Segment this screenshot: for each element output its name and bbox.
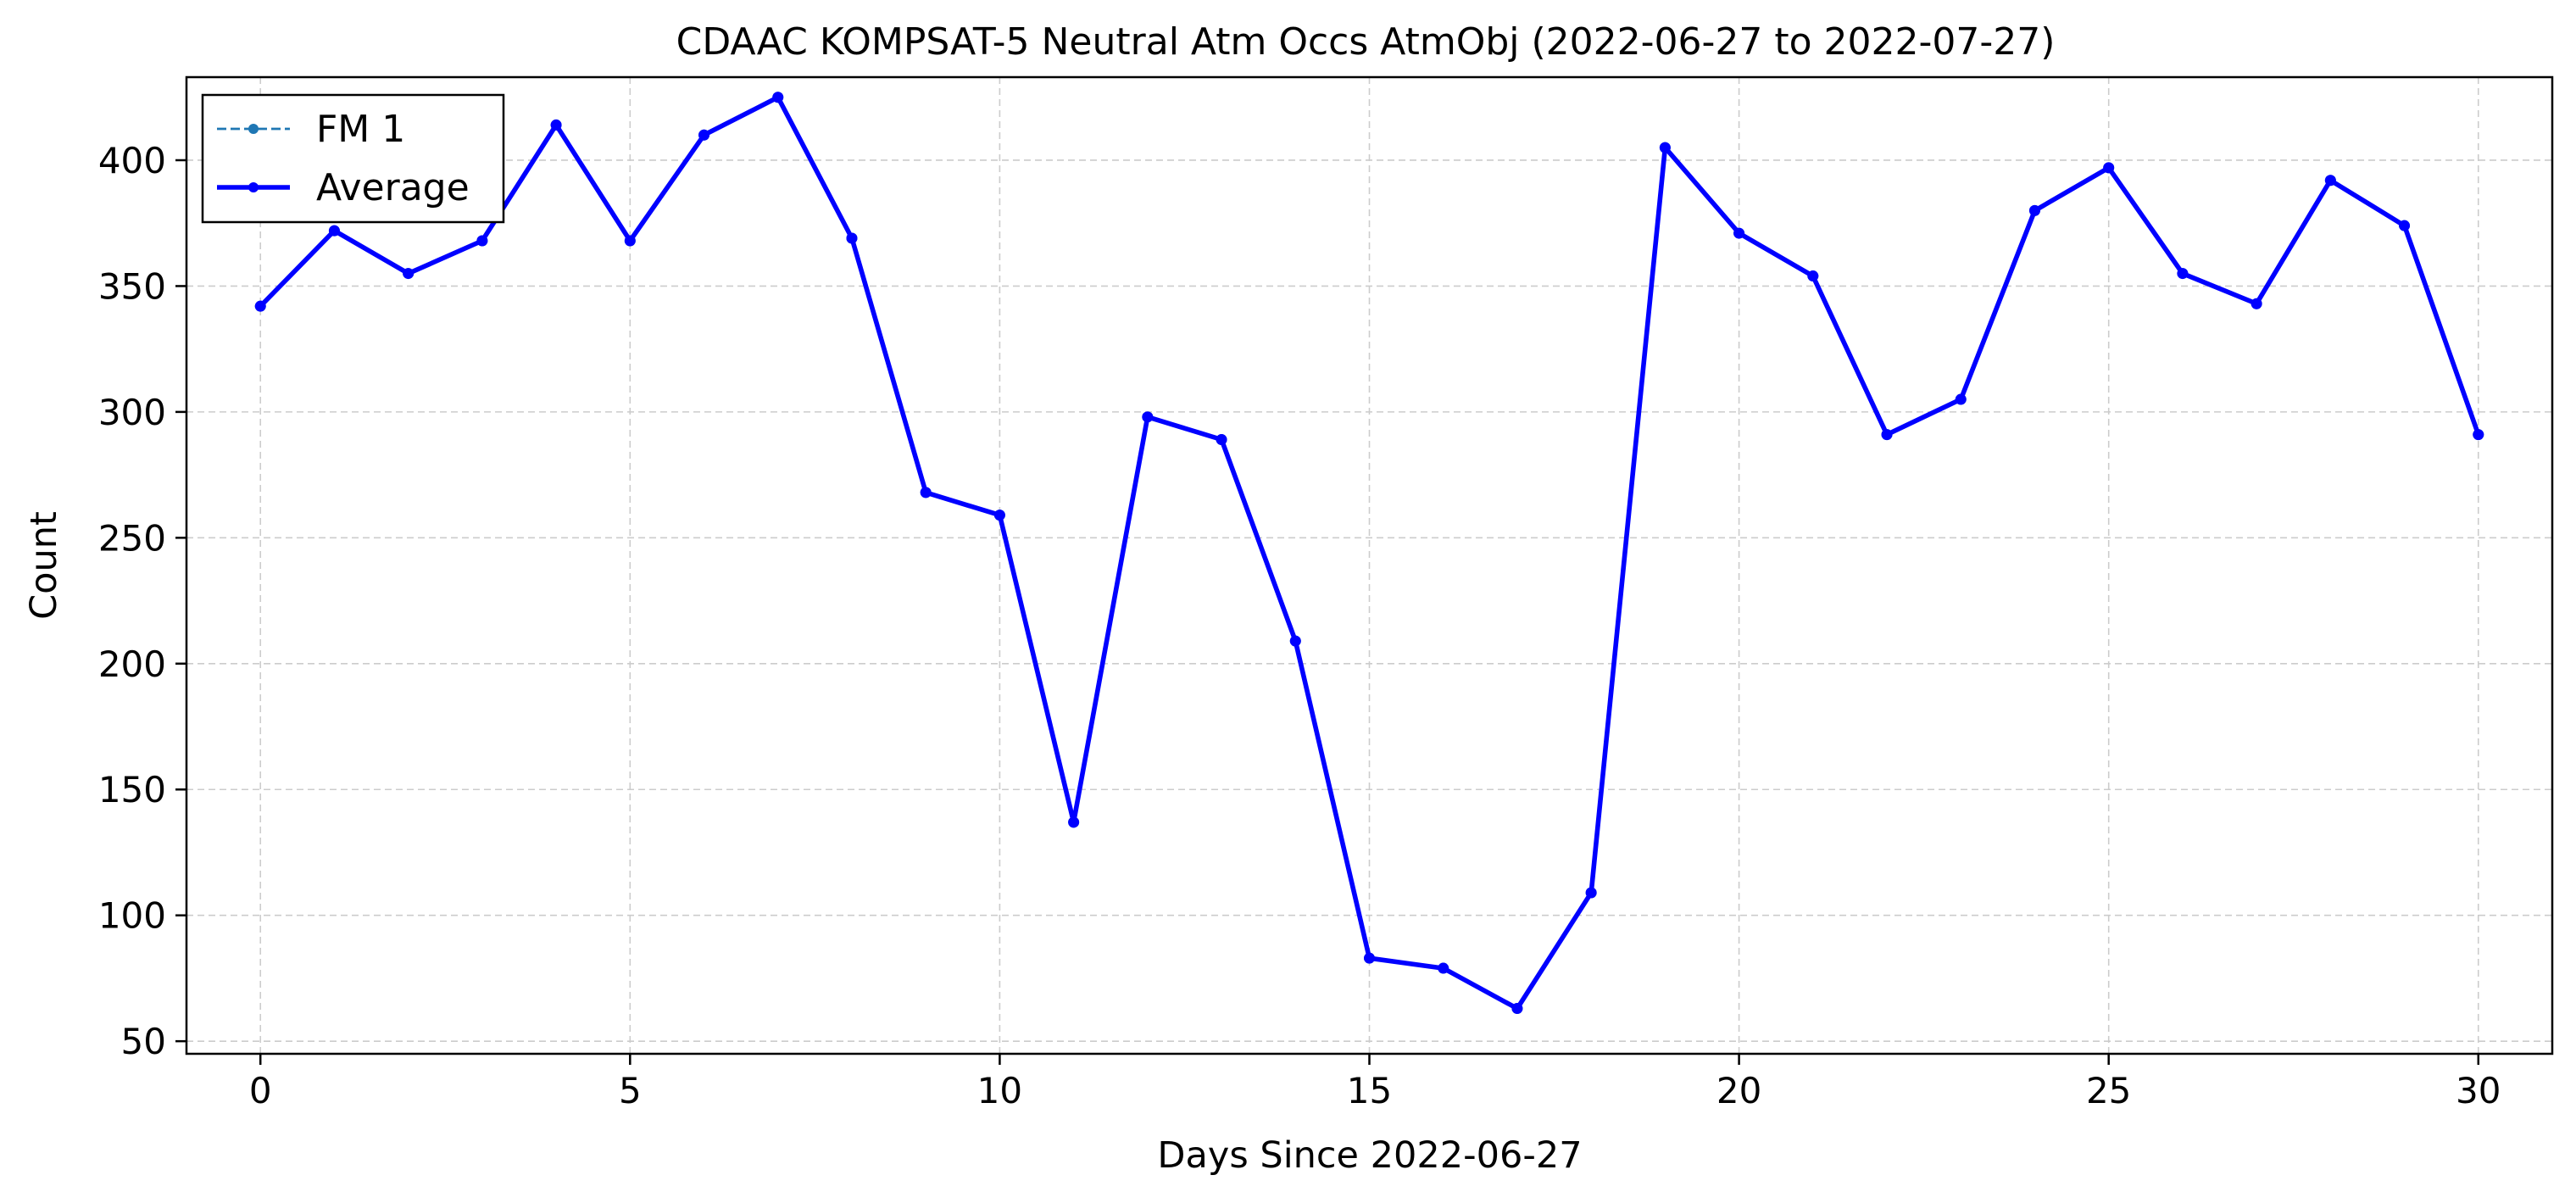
data-point-average [2251,298,2262,309]
y-tick-label: 200 [98,643,166,685]
data-point-average [1289,635,1301,647]
data-point-average [846,232,858,244]
data-point-average [1733,227,1745,239]
x-tick-label: 15 [1347,1070,1392,1111]
data-point-average [1068,816,1080,828]
axes: 0 5 10 15 20 25 30 50 100 150 200 250 300 350 400 [98,140,2501,1111]
legend-marker-fm1 [248,124,259,134]
data-point-average [1881,429,1893,441]
y-tick-label: 100 [98,895,166,937]
x-tick-label: 30 [2456,1070,2501,1111]
legend-box [201,93,505,224]
legend-label-average: Average [316,166,470,209]
x-tick-label: 5 [619,1070,642,1111]
data-point-average [2103,162,2115,174]
x-tick-label: 20 [1716,1070,1761,1111]
data-point-average [698,129,710,141]
data-point-average [2399,220,2411,231]
data-point-average [1216,434,1227,446]
y-tick-label: 250 [98,517,166,559]
data-point-average [403,268,414,280]
data-point-average [920,487,932,498]
data-point-average [2028,204,2040,216]
y-tick-label: 300 [98,392,166,433]
series-layer [254,92,2484,1015]
y-tick-label: 400 [98,140,166,181]
data-point-average [476,235,488,247]
legend-marker-average [248,182,259,192]
x-tick-label: 25 [2086,1070,2131,1111]
x-axis-title: Days Since 2022-06-27 [1157,1134,1582,1177]
data-point-average [624,235,636,247]
data-point-average [1955,393,1967,405]
data-point-average [328,225,340,237]
data-point-average [2177,268,2189,280]
data-point-average [1511,1003,1523,1015]
data-point-average [1364,952,1375,964]
data-point-average [254,300,266,312]
x-tick-label: 0 [249,1070,272,1111]
data-point-average [1142,411,1154,423]
chart-title: CDAAC KOMPSAT-5 Neutral Atm Occs AtmObj … [676,20,2056,64]
data-point-average [772,92,784,103]
y-tick-label: 350 [98,265,166,307]
data-point-average [1585,887,1597,899]
data-point-average [993,510,1005,521]
y-axis-title: Count [23,511,65,620]
data-point-average [2473,429,2484,441]
data-point-average [550,119,562,131]
data-point-average [2324,175,2336,187]
data-point-average [1807,270,1819,282]
data-point-average [1438,962,1449,974]
x-tick-label: 10 [977,1070,1022,1111]
legend: FM 1 Average [201,93,505,224]
grid [186,77,2552,1054]
y-tick-label: 50 [121,1021,166,1062]
y-tick-label: 150 [98,769,166,810]
legend-label-fm1: FM 1 [316,108,405,151]
data-point-average [1659,142,1671,153]
